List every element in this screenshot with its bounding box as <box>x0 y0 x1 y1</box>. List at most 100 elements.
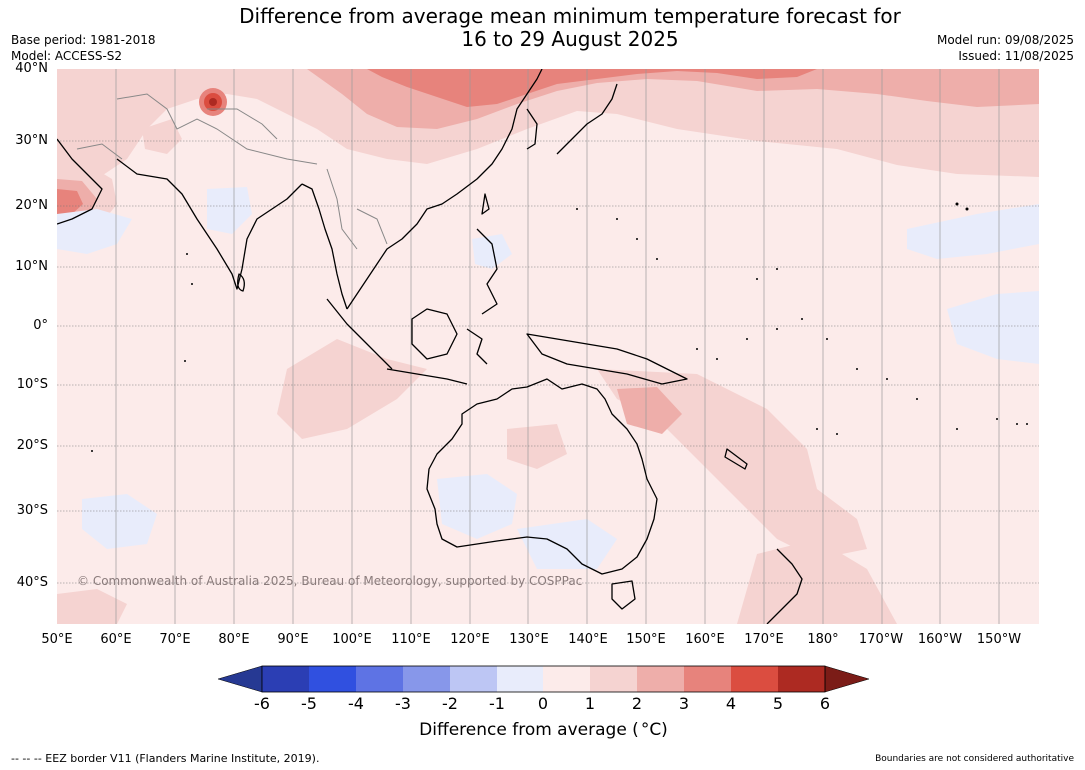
lon-label-180: 180° <box>807 632 839 647</box>
anomaly-map: © Commonwealth of Australia 2025, Bureau… <box>57 69 1039 624</box>
country-borders <box>76 93 388 250</box>
anomaly-region-3-4-arabia <box>57 189 83 215</box>
coast-new-guinea <box>526 333 688 385</box>
anomaly-hotspot-inner <box>209 98 217 106</box>
coast-australia <box>426 378 658 575</box>
colorbar-swatch-m5-m4 <box>309 666 356 692</box>
lon-label-90e: 90°E <box>277 632 309 647</box>
lon-label-100e: 100°E <box>332 632 372 647</box>
colorbar-label-main: Difference from average ( <box>419 720 639 740</box>
copyright-note: © Commonwealth of Australia 2025, Bureau… <box>77 574 582 588</box>
colorbar-label: Difference from average (°C) <box>0 720 1085 740</box>
colorbar-tick-2: 2 <box>631 694 643 713</box>
lon-label-160w: 160°W <box>917 632 963 647</box>
anomaly-region-cool-indian-south <box>82 494 157 549</box>
colorbar-swatch-m3-m2 <box>403 666 450 692</box>
colorbar-tick-m4: -4 <box>348 694 364 713</box>
anomaly-region-cool-indian-ocean <box>57 209 132 254</box>
anomaly-region-cool-australia <box>437 474 517 539</box>
coast-tasmania <box>611 580 636 610</box>
coast-taiwan <box>481 193 490 215</box>
lat-label-40s: 40°S <box>16 575 48 590</box>
lon-label-70e: 70°E <box>159 632 191 647</box>
eez-border-note: -- -- -- EEZ border V11 (Flanders Marine… <box>11 752 320 765</box>
coast-korea <box>526 108 538 150</box>
colorbar-tick-m5: -5 <box>301 694 317 713</box>
lon-label-150e: 150°E <box>626 632 666 647</box>
coast-java <box>386 368 468 385</box>
colorbar-swatch-m6-m5 <box>262 666 309 692</box>
coast-sulawesi <box>466 328 488 365</box>
colorbar <box>218 665 870 693</box>
lat-label-10s: 10°S <box>16 377 48 392</box>
lon-label-130e: 130°E <box>509 632 549 647</box>
lon-label-170w: 170°W <box>858 632 904 647</box>
lat-label-20n: 20°N <box>15 198 48 213</box>
map-title: Difference from average mean minimum tem… <box>0 5 1085 51</box>
colorbar-swatch-m2-m1 <box>450 666 497 692</box>
lon-label-140e: 140°E <box>568 632 608 647</box>
boundaries-disclaimer: Boundaries are not considered authoritat… <box>875 754 1074 764</box>
anomaly-region-1-2-iran <box>72 99 112 134</box>
coast-japan <box>556 83 618 155</box>
coast-sri-lanka <box>237 273 245 292</box>
anomaly-region-1-2-australia-north <box>507 424 567 469</box>
colorbar-tick-m2: -2 <box>442 694 458 713</box>
colorbar-tick-1: 1 <box>584 694 596 713</box>
lon-label-80e: 80°E <box>218 632 250 647</box>
anomaly-region-cool-equatorial-pacific <box>947 291 1039 364</box>
lon-label-50e: 50°E <box>41 632 73 647</box>
anomaly-region-cool-south-china-sea <box>472 234 512 269</box>
colorbar-swatch-5-6 <box>778 666 825 692</box>
coast-borneo <box>411 308 458 360</box>
lat-label-30n: 30°N <box>15 133 48 148</box>
model-name: Model: ACCESS-S2 <box>11 49 123 63</box>
colorbar-tick-m6: -6 <box>254 694 270 713</box>
lon-label-60e: 60°E <box>100 632 132 647</box>
anomaly-region-1-2-nz <box>737 539 897 624</box>
graticule <box>115 69 1000 624</box>
coast-philippines <box>476 228 498 315</box>
colorbar-swatch-1-2 <box>590 666 637 692</box>
meta-left: Base period: 1981-2018 Model: ACCESS-S2 <box>11 32 156 64</box>
lat-label-40n: 40°N <box>15 61 48 76</box>
lat-label-equator: 0° <box>33 318 48 333</box>
lat-label-10n: 10°N <box>15 259 48 274</box>
coast-india <box>116 158 303 290</box>
colorbar-swatch-4-5 <box>731 666 778 692</box>
colorbar-swatch-2-3 <box>637 666 684 692</box>
coast-bay-bengal <box>301 183 348 310</box>
anomaly-region-1-2-north <box>57 69 1039 219</box>
coast-new-caledonia <box>724 448 748 470</box>
coast-indochina <box>346 69 543 310</box>
title-line-2: 16 to 29 August 2025 <box>461 27 679 51</box>
colorbar-tick-3: 3 <box>678 694 690 713</box>
anomaly-region-1-2-indian-south <box>57 589 127 624</box>
lon-label-170e: 170°E <box>744 632 784 647</box>
colorbar-tick-0: 0 <box>537 694 549 713</box>
model-run: Model run: 09/08/2025 <box>936 33 1074 47</box>
anomaly-region-1-2-afghanistan <box>142 119 182 154</box>
lat-label-20s: 20°S <box>16 438 48 453</box>
lon-label-160e: 160°E <box>685 632 725 647</box>
base-period: Base period: 1981-2018 <box>11 33 156 47</box>
colorbar-tick-4: 4 <box>725 694 737 713</box>
anomaly-region-2-3-coral-sea <box>617 387 682 434</box>
colorbar-label-unit: °C) <box>640 720 668 740</box>
lon-label-120e: 120°E <box>450 632 490 647</box>
colorbar-tick-m3: -3 <box>395 694 411 713</box>
coast-new-zealand <box>766 548 803 624</box>
coast-arabia <box>57 138 103 225</box>
colorbar-high-extend <box>824 665 870 693</box>
colorbar-tick-6: 6 <box>819 694 831 713</box>
colorbar-swatch-m4-m3 <box>356 666 403 692</box>
meta-right: Model run: 09/08/2025 Issued: 11/08/2025 <box>937 32 1074 64</box>
lat-label-30s: 30°S <box>16 503 48 518</box>
anomaly-region-cool-se-australia <box>517 519 617 569</box>
colorbar-tick-m1: -1 <box>489 694 505 713</box>
colorbar-tick-5: 5 <box>772 694 784 713</box>
colorbar-swatch-m1-0 <box>497 666 543 692</box>
colorbar-low-extend <box>218 665 263 693</box>
lon-label-150w: 150°W <box>976 632 1022 647</box>
coast-sumatra <box>326 298 393 370</box>
